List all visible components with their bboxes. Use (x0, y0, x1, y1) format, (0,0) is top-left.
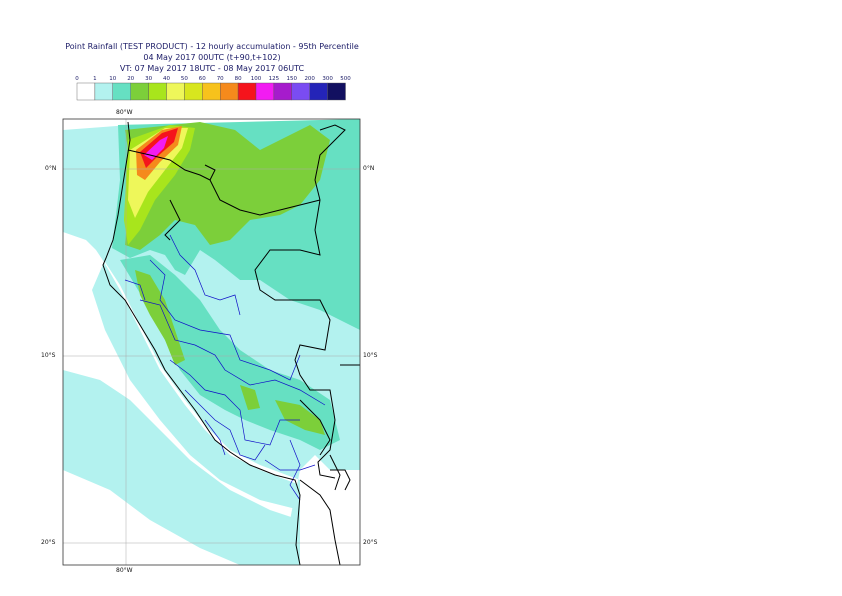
colorbar-tick-label: 300 (322, 76, 333, 82)
region-borders (124, 234, 326, 501)
chart-title: Point Rainfall (TEST PRODUCT) - 12 hourl… (65, 42, 359, 51)
valid-time: VT: 07 May 2017 18UTC - 08 May 2017 06UT… (119, 64, 305, 73)
base-time: 04 May 2017 00UTC (t+90,t+102) (143, 53, 281, 62)
country-borders (102, 121, 360, 565)
colorbar-tick-label: 0 (75, 76, 79, 82)
rain-green-central (240, 385, 260, 410)
ocean-band-north (63, 125, 130, 262)
lat-label-right-10s: 10°S (363, 352, 378, 359)
colorbar-tick-label: 125 (269, 76, 280, 82)
map-frame (62, 118, 361, 566)
colorbar-tick-label: 500 (340, 76, 351, 82)
colorbar-tick-label: 80 (235, 76, 242, 82)
colorbar-tick-label: 150 (287, 76, 298, 82)
rain-teal-andes (120, 255, 340, 450)
lat-label-left-10s: 10°S (41, 352, 56, 359)
colorbar-tick-label: 70 (217, 76, 224, 82)
lat-label-left-0: 0°N (45, 165, 57, 172)
colorbar-swatch (327, 82, 346, 101)
rain-magenta-north (144, 136, 168, 160)
rain-green-andes (135, 270, 185, 365)
colorbar-tick-label: 40 (163, 76, 170, 82)
ocean-band-south (63, 370, 300, 565)
colorbar-tick-label: 100 (251, 76, 262, 82)
colorbar-tick-label: 20 (127, 76, 134, 82)
ocean-band-coastal (92, 262, 300, 510)
lon-label-top: 80°W (116, 109, 133, 116)
lat-label-right-0: 0°N (363, 165, 375, 172)
rain-green-east (275, 400, 325, 435)
colorbar-tick-label: 200 (304, 76, 315, 82)
lat-label-left-20s: 20°S (41, 539, 56, 546)
colorbar-tick-label: 10 (109, 76, 116, 82)
rainfall-colorbar: 0 1 10 20 30 40 50 60 70 80 100 125 150 200 300 500 (75, 76, 351, 101)
lon-label-bottom: 80°W (116, 567, 133, 574)
colorbar-tick-label: 1 (93, 76, 97, 82)
lat-label-right-20s: 20°S (363, 539, 378, 546)
colorbar-tick-label: 30 (145, 76, 152, 82)
colorbar-tick-label: 60 (199, 76, 206, 82)
colorbar-tick-label: 50 (181, 76, 188, 82)
